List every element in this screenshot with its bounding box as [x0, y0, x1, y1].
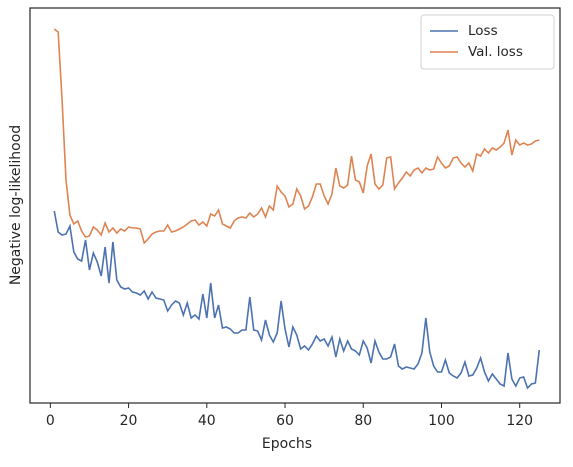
x-tick-label: 80 — [354, 413, 372, 429]
legend-label: Val. loss — [468, 44, 523, 60]
x-tick-label: 120 — [506, 413, 533, 429]
x-axis-label: Epochs — [262, 436, 312, 452]
x-tick-label: 0 — [46, 413, 55, 429]
legend: Loss Val. loss — [420, 14, 555, 70]
x-tick-label: 40 — [198, 413, 216, 429]
y-axis-label: Negative log-likelihood — [8, 125, 24, 285]
x-tick-label: 60 — [276, 413, 294, 429]
x-tick-label: 100 — [428, 413, 455, 429]
legend-label: Loss — [468, 23, 498, 39]
line-series — [53, 28, 540, 245]
plot-frame — [29, 7, 561, 404]
x-tick-label: 20 — [120, 413, 138, 429]
line-series — [53, 210, 541, 390]
legend-box — [420, 14, 555, 70]
